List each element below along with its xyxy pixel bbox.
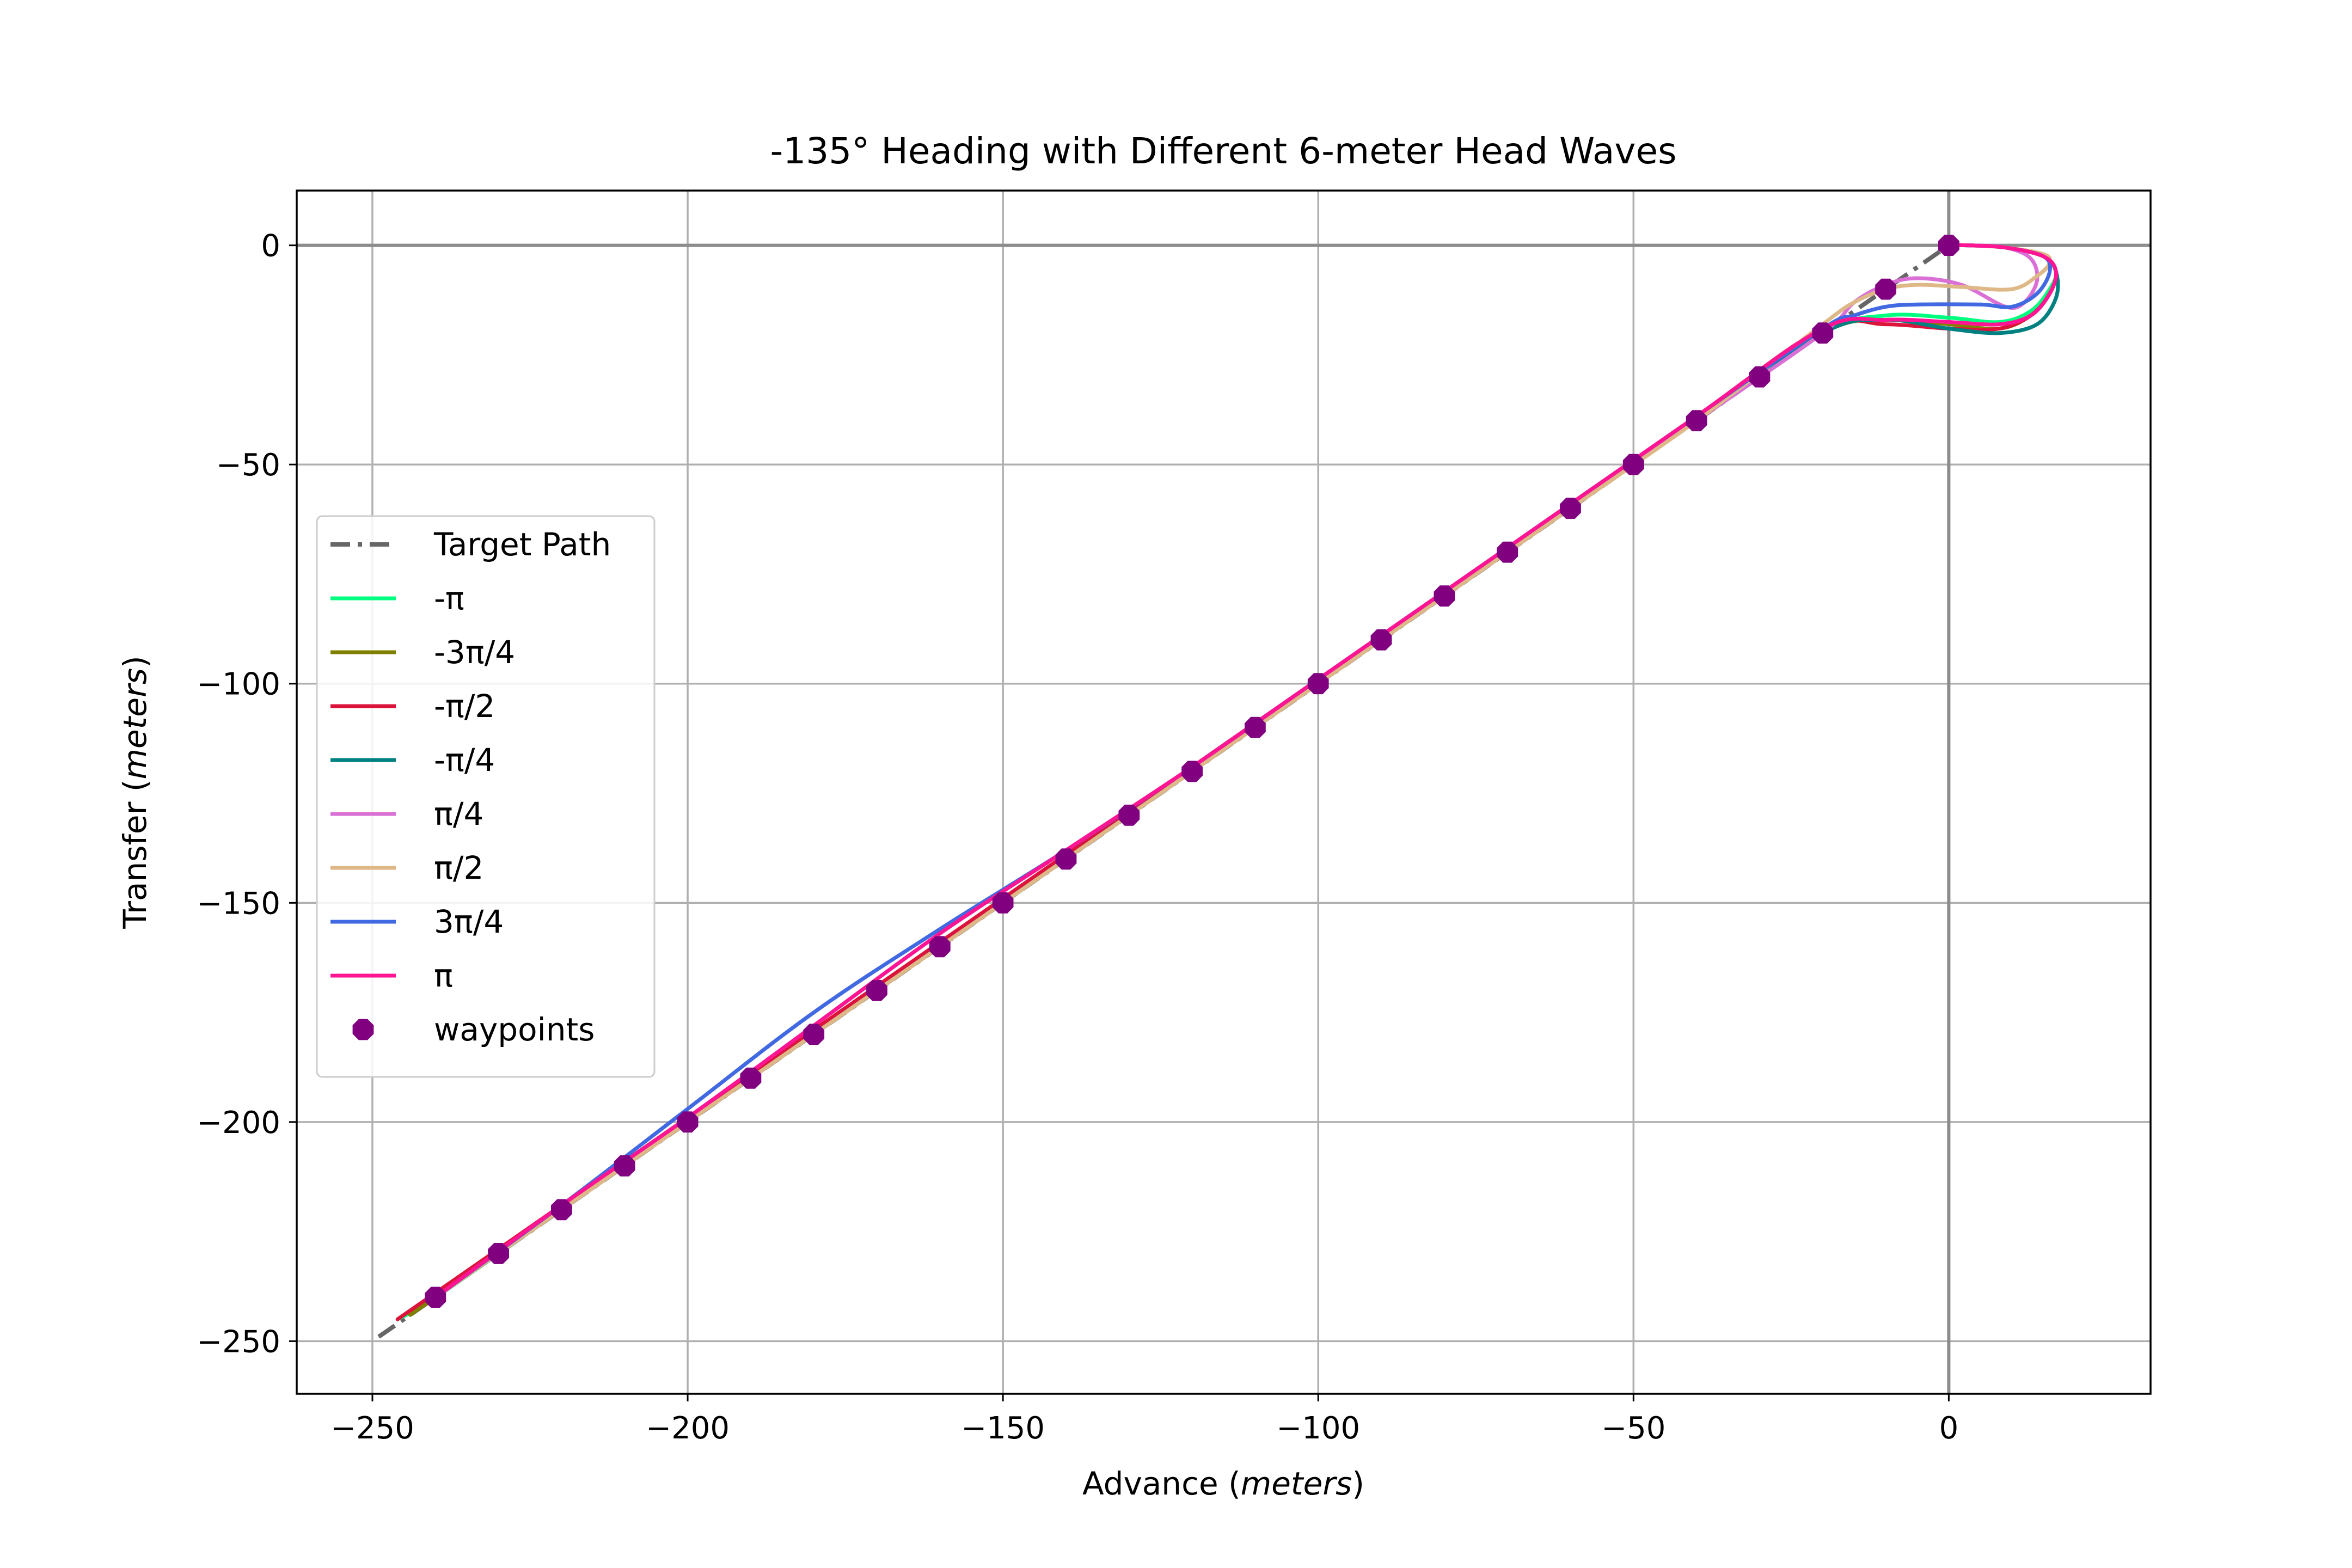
y-tick-label: −100 xyxy=(197,667,280,702)
waypoint-marker xyxy=(1055,848,1077,870)
x-axis-label-text: Advance xyxy=(1082,1465,1218,1502)
legend-label--pi-over-2: -π/2 xyxy=(434,688,495,725)
legend-label-pi-over-4: π/4 xyxy=(434,795,483,832)
waypoint-marker xyxy=(1749,366,1771,388)
waypoint-marker xyxy=(1622,454,1644,475)
x-tick-label: −200 xyxy=(646,1411,730,1446)
legend-label-waypoints: waypoints xyxy=(434,1011,595,1048)
waypoint-marker xyxy=(1875,278,1896,300)
y-tick-label: −250 xyxy=(197,1324,280,1359)
waypoint-marker xyxy=(1560,498,1581,519)
waypoint-marker xyxy=(992,892,1014,914)
waypoint-marker xyxy=(803,1024,825,1045)
y-axis-label-text: Transfer xyxy=(117,801,154,929)
legend-label--3pi-over-4: -3π/4 xyxy=(434,634,515,671)
waypoint-marker xyxy=(1370,629,1392,651)
x-tick-label: −150 xyxy=(961,1411,1045,1446)
x-axis-ticks: −250 −200 −150 −100 −50 0 xyxy=(330,1394,1958,1446)
y-axis-label-open: ( xyxy=(117,780,154,802)
legend-label-pi: π xyxy=(434,957,453,994)
y-tick-label: −200 xyxy=(197,1105,280,1141)
x-tick-label: −250 xyxy=(330,1411,414,1446)
waypoint-marker xyxy=(929,936,951,958)
legend: Target Path -π -3π/4 -π/2 -π/4 π/4 π/2 3π/4 π way… xyxy=(316,515,656,1078)
waypoint-marker xyxy=(1434,585,1455,607)
series-line-pi-over-2 xyxy=(433,243,2053,1300)
waypoint-layer xyxy=(425,235,1959,1308)
y-tick-label: −50 xyxy=(216,448,280,483)
waypoint-marker xyxy=(1307,673,1329,695)
waypoint-marker xyxy=(677,1111,699,1133)
y-axis-ticks: 0 −50 −100 −150 −200 −250 xyxy=(197,229,297,1359)
waypoint-marker xyxy=(1686,410,1707,432)
plot-frame xyxy=(296,189,2152,1395)
y-axis-label: Transfer (meters) xyxy=(117,656,154,929)
legend-handle-waypoints xyxy=(352,1019,374,1040)
waypoint-marker xyxy=(866,979,887,1001)
waypoint-marker xyxy=(1181,761,1203,782)
legend-label--pi: -π xyxy=(434,580,464,617)
x-tick-label: −100 xyxy=(1276,1411,1360,1446)
waypoint-marker xyxy=(740,1067,762,1089)
legend-label--pi-over-4: -π/4 xyxy=(434,742,495,779)
x-tick-label: 0 xyxy=(1939,1411,1959,1446)
series-line-pi xyxy=(433,243,2059,1300)
legend-label-3pi-over-4: 3π/4 xyxy=(434,903,504,940)
x-axis-label-close: ) xyxy=(1352,1465,1364,1502)
y-axis-label-close: ) xyxy=(117,656,154,668)
waypoint-marker xyxy=(425,1287,446,1308)
y-tick-label: 0 xyxy=(261,229,280,264)
x-axis-label: Advance (meters) xyxy=(1082,1465,1364,1502)
waypoint-marker xyxy=(551,1199,572,1221)
x-axis-unit: meters xyxy=(1241,1465,1352,1502)
legend-label-target-path: Target Path xyxy=(433,526,611,563)
waypoint-marker xyxy=(1938,235,1959,256)
x-tick-label: −50 xyxy=(1601,1411,1665,1446)
waypoint-marker xyxy=(614,1155,635,1177)
waypoint-marker xyxy=(1245,716,1266,738)
waypoint-marker xyxy=(488,1243,509,1264)
y-tick-label: −150 xyxy=(197,886,280,921)
waypoint-marker xyxy=(1118,804,1140,826)
waypoint-marker xyxy=(1812,322,1834,344)
waypoint-marker xyxy=(1497,541,1518,563)
x-axis-label-open: ( xyxy=(1218,1465,1241,1502)
y-axis-unit: meters xyxy=(117,668,154,780)
zero-reference-lines xyxy=(297,191,2151,1394)
legend-label-pi-over-2: π/2 xyxy=(434,849,483,886)
chart-title: -135° Heading with Different 6-meter Hea… xyxy=(770,130,1677,172)
legend-box xyxy=(316,515,656,1078)
